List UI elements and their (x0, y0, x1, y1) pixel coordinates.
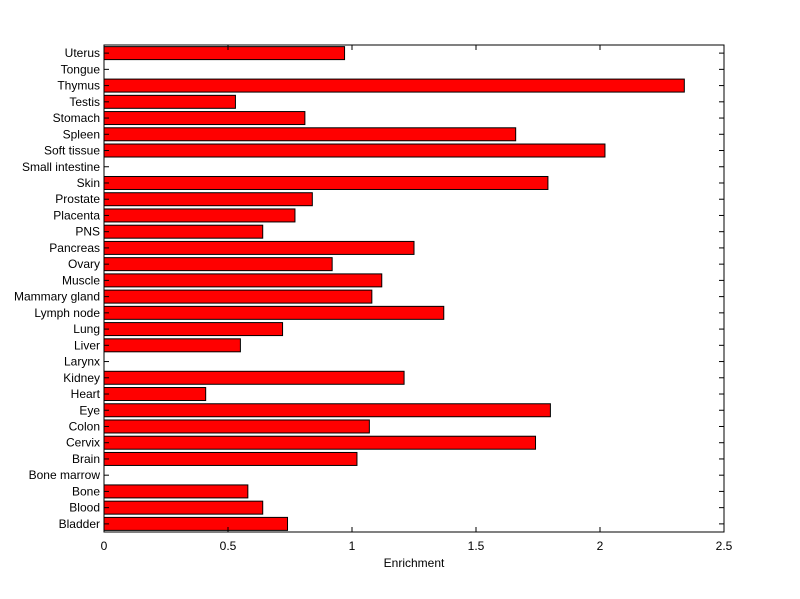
y-axis: Bladder Blood Bone Bone marrow Brain Cervix Co… (14, 46, 724, 531)
y-tick-label: Blood (69, 501, 100, 515)
bar-placenta (103, 208, 296, 223)
y-tick-label: Lung (73, 322, 100, 336)
x-tick-label: 2.5 (716, 539, 733, 553)
y-tick-label: Colon (69, 419, 100, 433)
bar-muscle (103, 273, 383, 288)
bar-ovary (103, 257, 333, 272)
y-tick-label: Placenta (53, 208, 100, 222)
plot-frame (103, 44, 725, 533)
bar-eye (103, 403, 551, 418)
x-tick-label: 0 (101, 539, 108, 553)
y-tick-label: Eye (79, 403, 100, 417)
y-tick-label: Ovary (68, 257, 100, 271)
bar-uterus (103, 46, 346, 61)
y-tick-label: Heart (71, 387, 101, 401)
y-tick-label: Pancreas (49, 241, 100, 255)
x-tick-label: 1 (349, 539, 356, 553)
y-tick-label: Testis (69, 95, 100, 109)
bar-pancreas (103, 240, 415, 255)
bar-pns (103, 224, 264, 239)
y-tick-label: Soft tissue (44, 144, 100, 158)
bar-lung (103, 322, 284, 337)
bar-mammary-gland (103, 289, 373, 304)
bar-skin (103, 175, 549, 190)
bar-cervix (103, 435, 537, 450)
bar-thymus (103, 78, 685, 93)
y-tick-label: Muscle (62, 273, 100, 287)
y-tick-label: Thymus (57, 79, 100, 93)
bar-colon (103, 419, 370, 434)
y-tick-label: Lymph node (34, 306, 100, 320)
bar-spleen (103, 127, 517, 142)
x-tick-label: 2 (597, 539, 604, 553)
bar-liver (103, 338, 241, 353)
y-tick-label: Bladder (59, 517, 100, 531)
bar-testis (103, 94, 236, 109)
bar-prostate (103, 192, 313, 207)
bar-kidney (103, 370, 405, 385)
y-tick-label: Spleen (63, 127, 100, 141)
y-tick-label: Larynx (64, 355, 100, 369)
bar-soft-tissue (103, 143, 606, 158)
y-tick-label: Cervix (66, 436, 100, 450)
x-tick-label: 0.5 (220, 539, 237, 553)
y-tick-label: Uterus (65, 46, 100, 60)
y-tick-label: Stomach (53, 111, 100, 125)
y-tick-label: Mammary gland (14, 290, 100, 304)
y-tick-label: Brain (72, 452, 100, 466)
y-tick-label: Skin (77, 176, 100, 190)
y-tick-label: Prostate (55, 192, 100, 206)
y-tick-label: Liver (74, 338, 100, 352)
bar-lymph-node (103, 305, 445, 320)
y-tick-label: PNS (75, 225, 100, 239)
bar-brain (103, 451, 358, 466)
bar-bone (103, 484, 249, 499)
bar-bladder (103, 516, 289, 531)
bars-group (103, 46, 685, 531)
x-axis: 0 0.5 1 1.5 2 2.5 (101, 45, 733, 553)
y-tick-label: Small intestine (22, 160, 100, 174)
x-axis-label: Enrichment (384, 556, 445, 570)
bar-blood (103, 500, 264, 515)
x-tick-label: 1.5 (468, 539, 485, 553)
y-tick-label: Bone (72, 484, 100, 498)
bar-heart (103, 387, 207, 402)
y-tick-label: Tongue (61, 62, 101, 76)
y-tick-label: Kidney (63, 371, 100, 385)
bar-stomach (103, 111, 306, 126)
y-tick-label: Bone marrow (29, 468, 101, 482)
